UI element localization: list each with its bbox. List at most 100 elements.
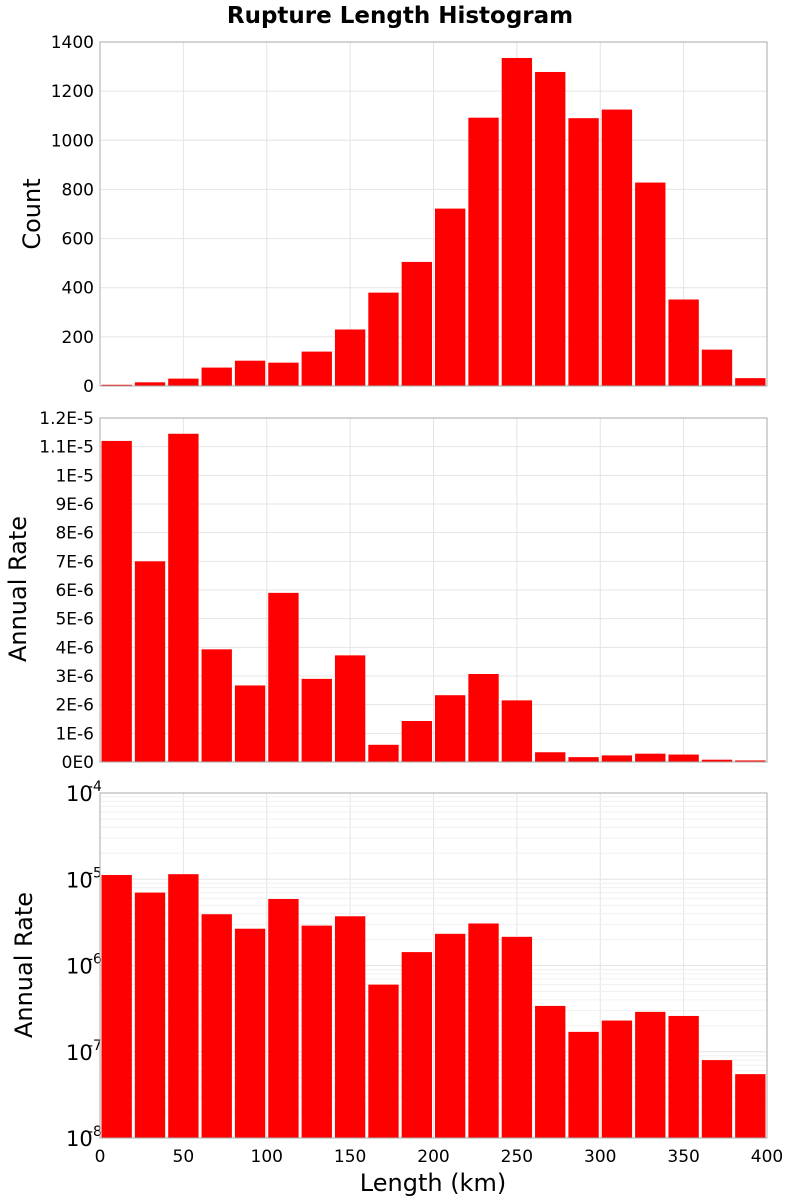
histogram-bar [735,1074,766,1138]
histogram-bar [301,678,332,762]
x-tick-label: 0 [95,1147,106,1167]
histogram-bar [301,925,332,1138]
x-tick-label: 150 [334,1147,366,1167]
count-y-ticks: 0 200 400 600 800 1000 1200 1400 [51,33,94,397]
histogram-bar [101,440,132,762]
y-tick-label: 8E-6 [55,524,94,544]
rate-log-bars [101,874,766,1138]
histogram-bar [668,754,699,762]
y-tick-label: 1400 [51,33,94,53]
rate-linear-plot-frame [99,417,768,763]
histogram-bar [501,936,533,1138]
histogram-bar [234,360,266,386]
histogram-bar [201,914,232,1138]
y-tick-base: 10 [66,1041,93,1065]
histogram-bar [368,292,399,386]
histogram-bar [668,1015,699,1138]
figure-title: Rupture Length Histogram [227,3,573,29]
count-bars [101,57,766,387]
histogram-bar [401,952,432,1138]
y-tick-label: 200 [62,328,94,348]
rate-log-y-ticks: 10-810-710-610-510-4 [66,779,102,1151]
histogram-bar [701,759,733,762]
x-tick-label: 100 [251,1147,283,1167]
histogram-bar [168,378,199,386]
y-tick-label: 1000 [51,131,94,151]
histogram-bar [501,700,533,762]
count-y-axis-label: Count [18,178,46,249]
y-tick-base: 10 [66,1127,93,1151]
y-tick-base: 10 [66,955,93,979]
histogram-bar [201,649,232,762]
rate-linear-grid [100,418,767,762]
y-tick-label: 1200 [51,82,94,102]
histogram-bar [234,685,266,762]
x-axis-label: Length (km) [360,1169,506,1197]
y-tick-exponent: -4 [88,779,102,795]
histogram-bar [535,71,566,386]
y-tick-label: 1E-6 [55,724,94,744]
x-tick-label: 400 [751,1147,783,1167]
y-tick-label: 10-7 [66,1038,102,1065]
histogram-bar [668,299,699,386]
histogram-bar [368,744,399,762]
y-tick-base: 10 [66,782,93,806]
y-tick-exponent: -6 [88,952,102,968]
rate-log-histogram-panel: 10-810-710-610-510-4 Annual Rate [10,779,768,1151]
y-tick-label: 0E0 [62,753,94,773]
histogram-bar [701,1060,733,1138]
histogram-bar [334,329,366,386]
rate-linear-y-axis-label: Annual Rate [4,516,32,662]
y-tick-label: 400 [62,279,94,299]
y-tick-exponent: -7 [88,1038,102,1054]
histogram-bar [134,892,166,1138]
histogram-bar [701,349,733,386]
histogram-bar [601,755,633,762]
y-tick-label: 10-6 [66,952,102,979]
histogram-bar [268,362,299,386]
x-tick-label: 200 [417,1147,449,1167]
y-tick-label: 3E-6 [55,667,94,687]
histogram-bar [201,367,232,386]
histogram-bar [735,378,766,386]
histogram-bar [435,695,466,762]
histogram-bar [635,182,666,386]
y-tick-label: 800 [62,180,94,200]
x-axis-ticks: 0 50 100 150 200 250 300 350 400 [95,1147,784,1167]
y-tick-exponent: -8 [88,1124,102,1140]
histogram-bar [601,109,633,387]
histogram-bar [468,923,499,1138]
histogram-bar [568,118,599,387]
rate-log-y-axis-label: Annual Rate [10,892,38,1038]
histogram-bar [635,1011,666,1138]
count-plot-frame [99,41,768,387]
rate-linear-y-ticks: 0E0 1E-6 2E-6 3E-6 4E-6 5E-6 6E-6 7E-6 8E-6 9E-6 1… [39,409,94,773]
histogram-bar [735,760,766,762]
histogram-bar [134,382,166,386]
y-tick-label: 10-4 [66,779,102,806]
y-tick-label: 1E-5 [55,466,94,486]
x-tick-label: 300 [584,1147,616,1167]
histogram-bar [334,916,366,1138]
count-histogram-panel: 0 200 400 600 800 1000 1200 1400 Count [18,33,768,397]
x-tick-label: 350 [667,1147,699,1167]
histogram-bar [301,351,332,386]
y-tick-label: 10-5 [66,865,102,892]
y-tick-label: 0 [83,377,94,397]
histogram-bar [368,984,399,1138]
histogram-bar [268,899,299,1138]
histogram-bar [468,117,499,387]
histogram-bar [101,384,132,386]
histogram-bar [268,592,299,762]
histogram-bar [401,261,432,386]
histogram-bar [435,933,466,1138]
rate-log-plot-frame [99,792,768,1139]
y-tick-label: 1.2E-5 [39,409,94,429]
histogram-bar [568,757,599,762]
y-tick-exponent: -5 [88,865,102,881]
rate-linear-histogram-panel: 0E0 1E-6 2E-6 3E-6 4E-6 5E-6 6E-6 7E-6 8E-6 9E-6 1… [4,409,768,773]
histogram-bar [334,655,366,762]
histogram-bar [134,561,166,762]
histogram-bar [635,753,666,762]
